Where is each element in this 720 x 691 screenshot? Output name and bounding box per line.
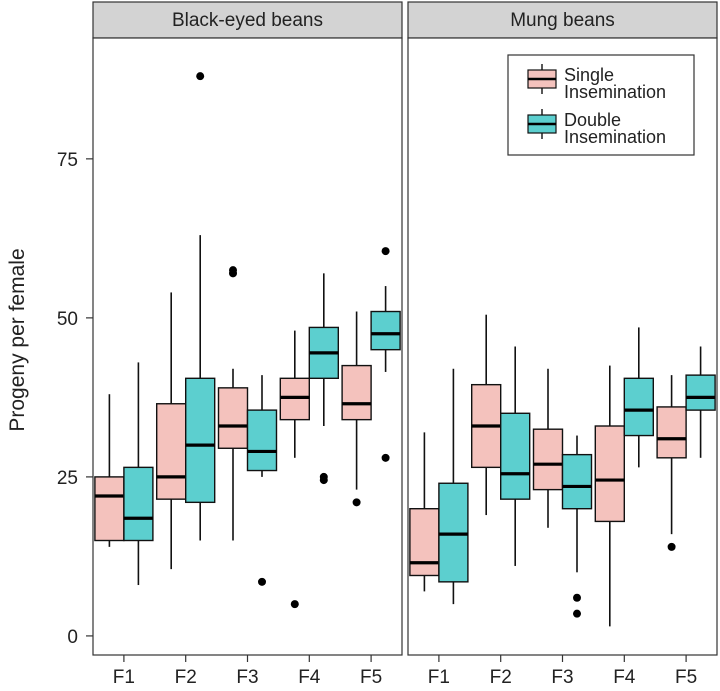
box-iqr — [123, 466, 154, 542]
y-tick-label: 75 — [57, 150, 78, 171]
box-single-f4 — [279, 330, 310, 609]
box-iqr — [155, 403, 187, 500]
y-tick-label: 25 — [57, 468, 78, 489]
box-single-f5 — [341, 311, 372, 507]
box-single-f5 — [656, 375, 687, 551]
box-double-f3 — [246, 375, 278, 586]
box-iqr — [409, 508, 440, 577]
box-single-f4 — [594, 365, 625, 627]
outlier-point — [573, 609, 581, 618]
box-double-f1 — [123, 362, 154, 586]
x-tick-label: F1 — [428, 667, 450, 688]
box-iqr — [656, 406, 687, 459]
legend-label-line2: Insemination — [564, 82, 666, 102]
outlier-point — [229, 269, 237, 278]
legend-label-line1: Double — [564, 110, 621, 130]
panel-title: Mung beans — [510, 10, 615, 31]
box-single-f1 — [94, 394, 125, 547]
panel-strip — [92, 1, 403, 39]
outlier-point — [258, 577, 266, 586]
box-single-f1 — [409, 432, 440, 592]
legend-label-line2: Insemination — [564, 127, 666, 147]
box-double-f4 — [623, 327, 654, 468]
box-double-f1 — [438, 368, 469, 605]
box-single-f3 — [217, 266, 249, 541]
x-tick-label: F3 — [236, 667, 258, 688]
panel-title: Black-eyed beans — [172, 10, 323, 31]
box-iqr — [500, 412, 531, 500]
box-double-f4 — [308, 273, 339, 485]
x-tick-label: F5 — [675, 667, 697, 688]
box-iqr — [370, 310, 401, 351]
box-double-f3 — [561, 435, 593, 618]
box-iqr — [217, 387, 249, 449]
x-tick-label: F4 — [298, 667, 321, 688]
x-tick-label: F4 — [613, 667, 636, 688]
x-tick-label: F2 — [490, 667, 512, 688]
outlier-point — [381, 453, 390, 462]
y-axis-label: Progeny per female — [6, 248, 29, 431]
box-single-f3 — [532, 368, 564, 528]
box-double-f2 — [500, 346, 531, 566]
outlier-point — [352, 498, 361, 507]
y-tick-label: 50 — [57, 309, 78, 330]
outlier-point — [381, 247, 390, 256]
box-iqr — [532, 428, 564, 491]
box-iqr — [685, 374, 716, 411]
box-iqr — [246, 409, 278, 472]
outlier-point — [319, 476, 328, 485]
outlier-point — [290, 600, 299, 609]
panel-2: Mung beans F1 F2 F3 F4 F5 — [407, 1, 718, 688]
box-iqr — [94, 476, 125, 542]
box-single-f2 — [471, 314, 502, 516]
box-double-f5 — [685, 346, 716, 458]
x-tick-label: F1 — [113, 667, 135, 688]
legend-key-double — [527, 109, 557, 139]
box-iqr — [623, 377, 654, 437]
box-iqr — [561, 453, 593, 510]
panel-strip — [407, 1, 718, 39]
box-iqr — [594, 425, 625, 523]
box-double-f5 — [370, 247, 401, 462]
outlier-point — [573, 593, 581, 602]
panel-1: Black-eyed beans F1 F2 F3 F4 F5 — [92, 1, 403, 688]
outlier-point — [196, 72, 205, 81]
y-tick-label: 0 — [67, 627, 78, 648]
outlier-point — [667, 542, 676, 551]
legend-key-single — [527, 64, 557, 94]
x-tick-label: F2 — [175, 667, 197, 688]
box-double-f2 — [184, 72, 216, 541]
box-iqr — [184, 377, 216, 504]
box-iqr — [341, 364, 372, 421]
panel-frame — [92, 37, 403, 656]
x-tick-label: F3 — [551, 667, 573, 688]
legend-label-line1: Single — [564, 65, 614, 85]
x-tick-label: F5 — [360, 667, 382, 688]
